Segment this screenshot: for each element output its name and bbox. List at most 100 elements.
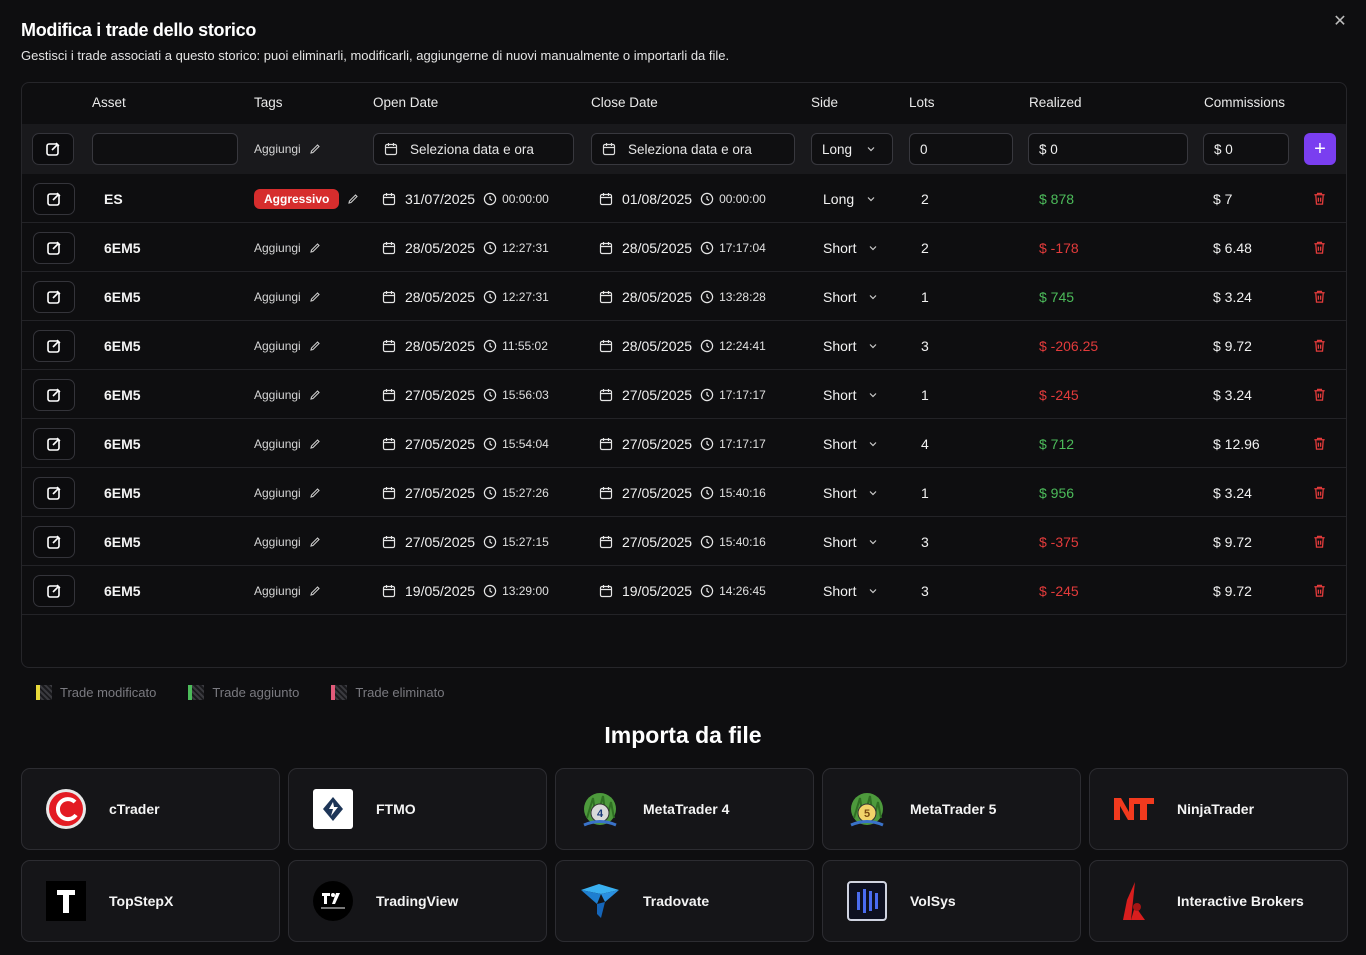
- page-title: Modifica i trade dello storico: [21, 20, 257, 40]
- open-date-cell[interactable]: 31/07/2025 00:00:00: [382, 174, 549, 223]
- close-date-cell[interactable]: 27/05/2025 17:17:17: [599, 419, 766, 468]
- side-select[interactable]: Short: [823, 223, 878, 272]
- open-date: 28/05/2025: [405, 337, 476, 354]
- add-trade-button[interactable]: +: [1304, 133, 1336, 165]
- lots-cell: 2: [921, 239, 929, 256]
- side-select[interactable]: Long: [823, 174, 876, 223]
- import-card-interactive-brokers[interactable]: Interactive Brokers: [1089, 860, 1348, 942]
- tags-cell[interactable]: Aggiungi: [254, 468, 321, 517]
- import-card-ctrader[interactable]: cTrader: [21, 768, 280, 850]
- trash-icon[interactable]: [1312, 436, 1327, 451]
- new-row-tags[interactable]: Aggiungi: [254, 124, 321, 174]
- tags-cell[interactable]: Aggiungi: [254, 517, 321, 566]
- close-date-cell[interactable]: 28/05/2025 13:28:28: [599, 272, 766, 321]
- tags-cell[interactable]: Aggiungi: [254, 566, 321, 615]
- close-date-cell[interactable]: 27/05/2025 15:40:16: [599, 468, 766, 517]
- side-value: Short: [823, 337, 857, 354]
- legend-swatch-deleted: [331, 685, 348, 700]
- open-date-cell[interactable]: 27/05/2025 15:27:26: [382, 468, 549, 517]
- tag-badge[interactable]: Aggressivo: [254, 188, 340, 209]
- import-card-ninjatrader[interactable]: NinjaTrader: [1089, 768, 1348, 850]
- side-select[interactable]: Long: [811, 133, 893, 165]
- trash-icon[interactable]: [1312, 338, 1327, 353]
- close-icon[interactable]: ✕: [1333, 13, 1347, 30]
- edit-note-icon: [47, 339, 61, 353]
- commissions-cell: $ 12.96: [1213, 435, 1260, 452]
- edit-trade-button[interactable]: [33, 281, 75, 313]
- edit-trade-button[interactable]: [33, 330, 75, 362]
- close-date-cell[interactable]: 19/05/2025 14:26:45: [599, 566, 766, 615]
- import-card-tradingview[interactable]: TradingView: [288, 860, 547, 942]
- tags-cell[interactable]: Aggiungi: [254, 223, 321, 272]
- open-date-cell[interactable]: 19/05/2025 13:29:00: [382, 566, 549, 615]
- platform-name: FTMO: [376, 801, 416, 817]
- close-date-cell[interactable]: 27/05/2025 17:17:17: [599, 370, 766, 419]
- calendar-icon: [599, 192, 613, 205]
- tags-cell[interactable]: Aggiungi: [254, 370, 321, 419]
- topstepx-logo-icon: [46, 881, 86, 921]
- edit-trade-button[interactable]: [33, 232, 75, 264]
- edit-trade-button[interactable]: [33, 477, 75, 509]
- lots-input[interactable]: 0: [909, 133, 1013, 165]
- edit-trade-button[interactable]: [33, 183, 75, 215]
- side-select[interactable]: Short: [823, 370, 878, 419]
- side-select[interactable]: Short: [823, 272, 878, 321]
- import-card-topstepx[interactable]: TopStepX: [21, 860, 280, 942]
- close-date: 28/05/2025: [622, 337, 693, 354]
- trash-icon[interactable]: [1312, 485, 1327, 500]
- tags-cell[interactable]: Aggiungi: [254, 419, 321, 468]
- import-card-ftmo[interactable]: FTMO: [288, 768, 547, 850]
- add-tag-label: Aggiungi: [254, 338, 301, 353]
- import-card-metatrader5[interactable]: 5 MetaTrader 5: [822, 768, 1081, 850]
- tags-cell[interactable]: Aggiungi: [254, 321, 321, 370]
- open-date-picker[interactable]: Seleziona data e ora: [373, 133, 574, 165]
- close-date-cell[interactable]: 28/05/2025 17:17:04: [599, 223, 766, 272]
- edit-trade-button[interactable]: [33, 379, 75, 411]
- edit-trade-button[interactable]: [33, 575, 75, 607]
- import-card-metatrader4[interactable]: 4 MetaTrader 4: [555, 768, 814, 850]
- side-select[interactable]: Short: [823, 517, 878, 566]
- commissions-input[interactable]: $ 0: [1203, 133, 1289, 165]
- side-select[interactable]: Short: [823, 321, 878, 370]
- new-row-edit-button[interactable]: [32, 133, 74, 165]
- close-date-picker[interactable]: Seleziona data e ora: [591, 133, 795, 165]
- close-date-cell[interactable]: 27/05/2025 15:40:16: [599, 517, 766, 566]
- side-select[interactable]: Short: [823, 468, 878, 517]
- clock-icon: [700, 241, 714, 254]
- asset-cell: ES: [104, 190, 123, 207]
- add-tag-label: Aggiungi: [254, 387, 301, 402]
- close-date-cell[interactable]: 28/05/2025 12:24:41: [599, 321, 766, 370]
- edit-trade-button[interactable]: [33, 428, 75, 460]
- tags-cell[interactable]: Aggiungi: [254, 272, 321, 321]
- close-time: 17:17:17: [719, 436, 766, 451]
- commissions-cell: $ 3.24: [1213, 386, 1252, 403]
- realized-cell: $ -206.25: [1039, 337, 1099, 354]
- trades-table: Asset Tags Open Date Close Date Side Lot…: [21, 82, 1347, 668]
- side-select[interactable]: Short: [823, 419, 878, 468]
- open-date-cell[interactable]: 27/05/2025 15:27:15: [382, 517, 549, 566]
- edit-trade-button[interactable]: [33, 526, 75, 558]
- trash-icon[interactable]: [1312, 387, 1327, 402]
- realized-input[interactable]: $ 0: [1028, 133, 1188, 165]
- import-card-tradovate[interactable]: Tradovate: [555, 860, 814, 942]
- tags-cell[interactable]: Aggressivo: [254, 174, 359, 223]
- trash-icon[interactable]: [1312, 289, 1327, 304]
- trash-icon[interactable]: [1312, 240, 1327, 255]
- trash-icon[interactable]: [1312, 191, 1327, 206]
- open-date-cell[interactable]: 28/05/2025 12:27:31: [382, 272, 549, 321]
- column-header-open-date: Open Date: [373, 95, 439, 110]
- chevron-down-icon: [870, 392, 877, 397]
- trash-icon[interactable]: [1312, 583, 1327, 598]
- trash-icon[interactable]: [1312, 534, 1327, 549]
- close-date-cell[interactable]: 01/08/2025 00:00:00: [599, 174, 766, 223]
- open-date-cell[interactable]: 28/05/2025 11:55:02: [382, 321, 548, 370]
- commissions-cell: $ 3.24: [1213, 288, 1252, 305]
- open-date-cell[interactable]: 28/05/2025 12:27:31: [382, 223, 549, 272]
- open-date-cell[interactable]: 27/05/2025 15:56:03: [382, 370, 549, 419]
- asset-input[interactable]: [92, 133, 238, 165]
- edit-note-icon: [47, 388, 61, 402]
- clock-icon: [483, 290, 497, 303]
- import-card-volsys[interactable]: VolSys: [822, 860, 1081, 942]
- open-date-cell[interactable]: 27/05/2025 15:54:04: [382, 419, 549, 468]
- side-select[interactable]: Short: [823, 566, 878, 615]
